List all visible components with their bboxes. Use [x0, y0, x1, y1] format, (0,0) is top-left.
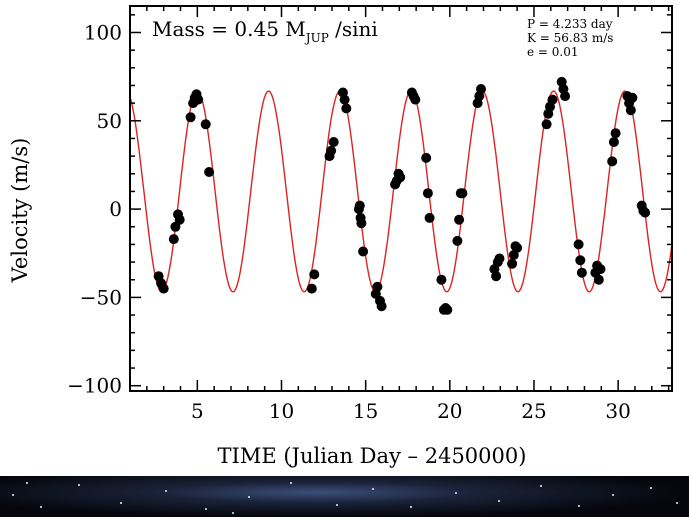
- starfield-banner: [0, 476, 689, 517]
- velocity-point: [547, 94, 558, 105]
- velocity-point: [328, 137, 339, 147]
- y-tick-label: 50: [97, 109, 122, 133]
- velocity-point: [421, 152, 432, 163]
- velocity-point: [436, 274, 447, 285]
- velocity-point: [326, 145, 337, 156]
- eccentricity-annotation: e = 0.01: [527, 45, 579, 59]
- velocity-point: [608, 137, 619, 147]
- star: [498, 500, 500, 502]
- velocity-point: [627, 92, 638, 103]
- x-tick-label: 25: [521, 399, 546, 423]
- star: [78, 484, 80, 486]
- velocity-point: [158, 283, 169, 294]
- velocity-point: [168, 234, 179, 245]
- velocity-point: [358, 246, 369, 257]
- star: [612, 494, 614, 496]
- x-tick-label: 15: [353, 399, 378, 423]
- velocity-point: [422, 188, 433, 199]
- velocity-point: [576, 267, 587, 278]
- star: [248, 496, 250, 498]
- star: [676, 502, 678, 504]
- velocity-point: [193, 94, 204, 105]
- velocity-point: [512, 242, 523, 253]
- velocity-point: [442, 304, 453, 315]
- velocity-point: [306, 283, 317, 294]
- velocity-point: [507, 258, 518, 269]
- star: [410, 506, 412, 508]
- velocity-point: [575, 255, 586, 266]
- star: [40, 506, 42, 508]
- x-tick-label: 30: [605, 399, 630, 423]
- velocity-point: [607, 156, 618, 167]
- x-tick-label: 20: [437, 399, 462, 423]
- y-tick-label: 100: [84, 20, 122, 44]
- star: [336, 504, 338, 506]
- y-tick-label: −100: [67, 374, 122, 398]
- star: [12, 494, 14, 496]
- velocity-point: [593, 274, 604, 285]
- y-tick-label: −50: [80, 285, 122, 309]
- star: [120, 502, 122, 504]
- velocity-point: [204, 167, 215, 177]
- mass-annotation-tail: /sini: [329, 17, 378, 41]
- star: [26, 482, 28, 484]
- amplitude-annotation: K = 56.83 m/s: [527, 31, 613, 45]
- star: [290, 482, 292, 484]
- star: [372, 488, 374, 490]
- velocity-point: [625, 105, 636, 116]
- velocity-point: [491, 271, 502, 282]
- velocity-point: [185, 112, 196, 123]
- velocity-point: [595, 264, 606, 275]
- velocity-point: [452, 235, 463, 246]
- star: [455, 492, 457, 494]
- velocity-point: [395, 172, 406, 183]
- period-annotation: P = 4.233 day: [527, 17, 613, 31]
- velocity-point: [376, 301, 387, 312]
- velocity-point: [573, 239, 584, 250]
- velocity-point: [356, 218, 367, 229]
- star: [165, 490, 167, 492]
- velocity-point: [454, 214, 465, 225]
- star: [205, 508, 207, 510]
- x-tick-label: 5: [191, 399, 204, 423]
- velocity-point: [610, 128, 621, 139]
- velocity-point: [354, 200, 365, 211]
- y-tick-label: 0: [109, 197, 122, 221]
- velocity-point: [339, 94, 350, 105]
- velocity-point: [424, 212, 435, 223]
- velocity-point: [372, 281, 383, 292]
- velocity-point: [541, 119, 552, 130]
- star: [540, 485, 542, 487]
- plot-frame: [129, 5, 673, 392]
- y-axis-label: Velocity (m/s): [8, 138, 32, 284]
- velocity-point: [457, 188, 468, 199]
- velocity-point: [560, 91, 571, 102]
- star: [232, 512, 234, 514]
- mass-annotation: Mass = 0.45 MJUP /sini: [152, 17, 378, 45]
- velocity-point: [341, 103, 352, 114]
- orbital-fit-curve: [130, 90, 672, 293]
- x-tick-label: 10: [269, 399, 294, 423]
- x-axis-label: TIME (Julian Day – 2450000): [218, 444, 527, 468]
- star: [650, 487, 652, 489]
- star: [578, 505, 580, 507]
- mass-annotation-main: Mass = 0.45 M: [152, 17, 306, 41]
- mass-annotation-subscript: JUP: [304, 31, 329, 45]
- velocity-point: [410, 94, 421, 105]
- velocity-point: [494, 253, 505, 264]
- velocity-point: [200, 119, 211, 130]
- velocity-point: [640, 207, 651, 218]
- velocity-point: [174, 214, 185, 225]
- velocity-point: [476, 84, 486, 94]
- velocity-point: [309, 269, 320, 280]
